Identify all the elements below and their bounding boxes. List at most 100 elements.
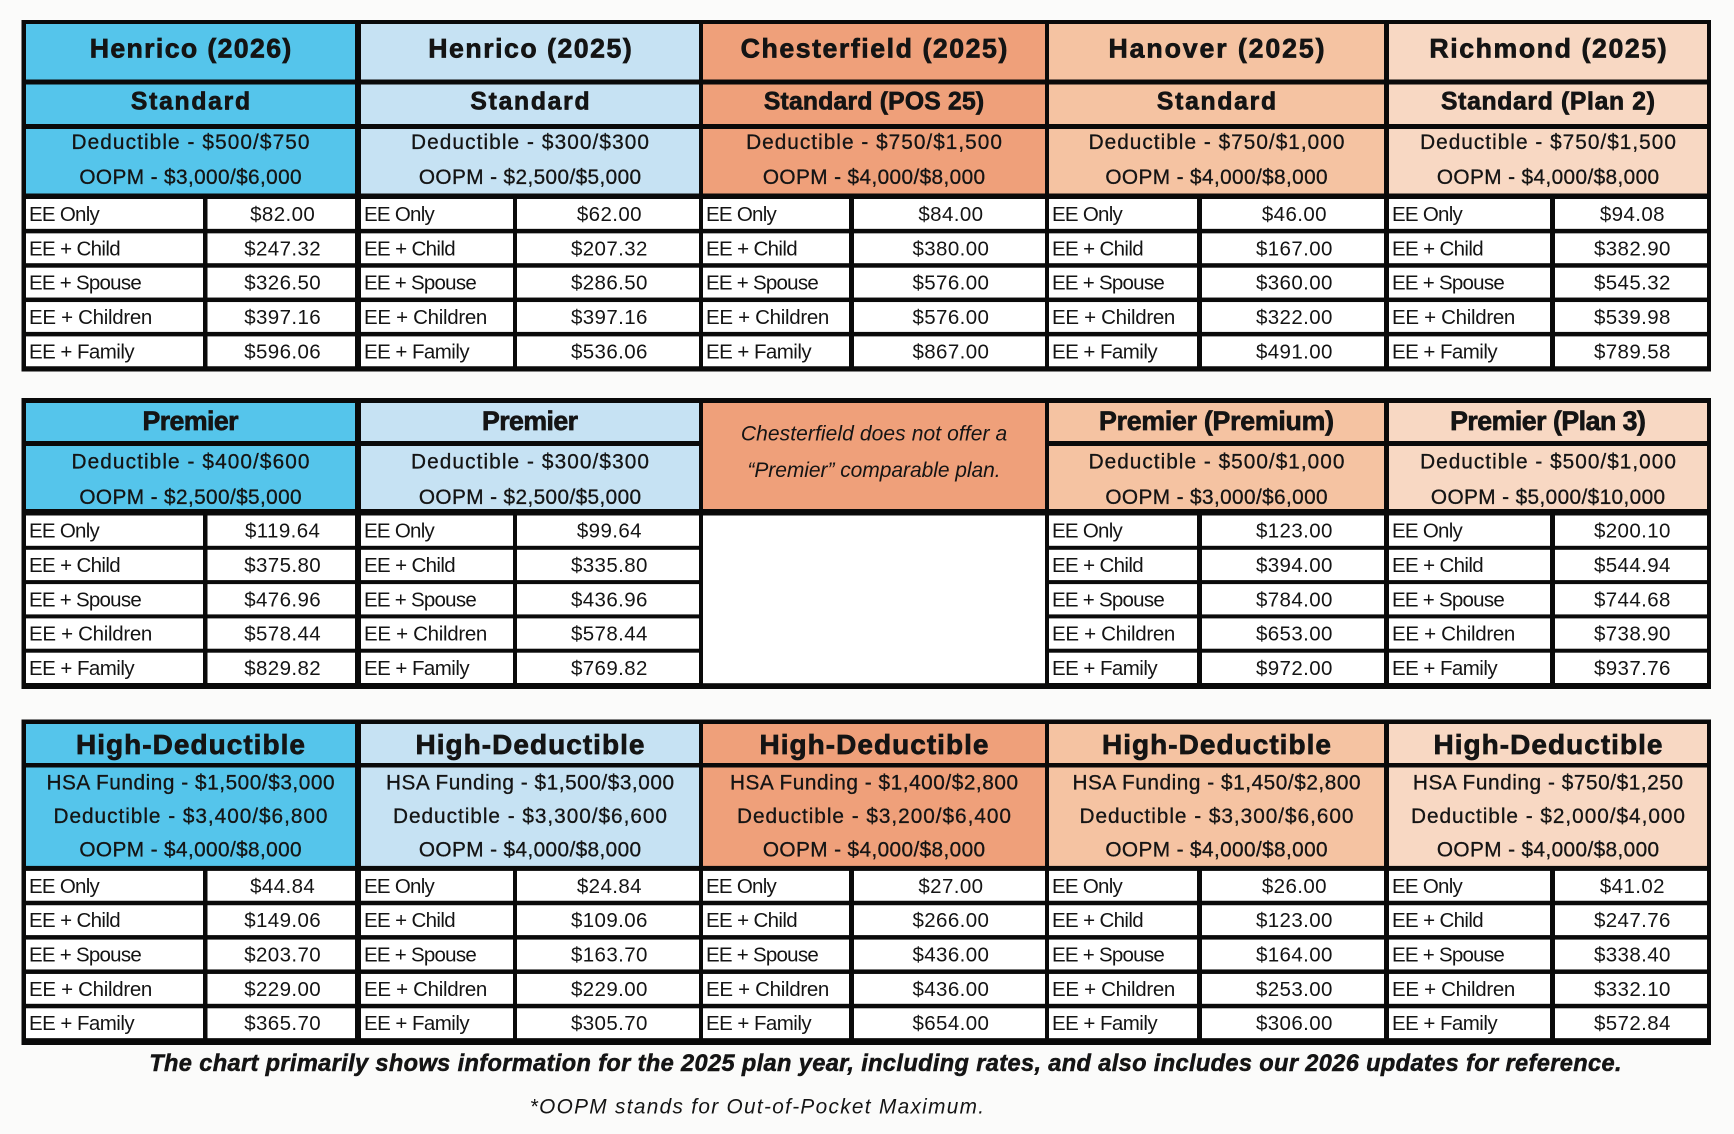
svg-text:$491.00: $491.00	[1256, 340, 1333, 363]
svg-text:$253.00: $253.00	[1256, 978, 1333, 1001]
svg-text:$229.00: $229.00	[571, 978, 648, 1001]
svg-text:Deductible - $3,300/$6,600: Deductible - $3,300/$6,600	[1079, 805, 1354, 828]
svg-text:$375.80: $375.80	[244, 554, 321, 577]
svg-text:$46.00: $46.00	[1262, 203, 1327, 226]
svg-text:$576.00: $576.00	[912, 272, 989, 295]
svg-text:$229.00: $229.00	[244, 978, 321, 1001]
svg-text:HSA Funding - $1,500/$3,000: HSA Funding - $1,500/$3,000	[386, 772, 675, 795]
svg-text:OOPM - $4,000/$8,000: OOPM - $4,000/$8,000	[419, 838, 642, 861]
svg-text:OOPM - $2,500/$5,000: OOPM - $2,500/$5,000	[79, 486, 302, 509]
svg-text:EE + Spouse: EE + Spouse	[29, 272, 141, 295]
svg-text:$207.32: $207.32	[571, 237, 648, 260]
svg-text:EE + Children: EE + Children	[1392, 623, 1515, 646]
svg-text:EE + Family: EE + Family	[364, 340, 470, 363]
svg-text:EE + Spouse: EE + Spouse	[29, 588, 141, 611]
svg-text:EE Only: EE Only	[1392, 520, 1464, 543]
svg-text:Deductible - $500/$750: Deductible - $500/$750	[72, 131, 311, 154]
svg-text:EE Only: EE Only	[1052, 875, 1124, 898]
svg-text:EE + Family: EE + Family	[29, 340, 135, 363]
svg-text:$937.76: $937.76	[1594, 657, 1671, 680]
svg-text:$476.96: $476.96	[244, 588, 321, 611]
svg-text:$382.90: $382.90	[1594, 237, 1671, 260]
svg-text:Deductible - $500/$1,000: Deductible - $500/$1,000	[1089, 451, 1346, 474]
svg-text:$41.02: $41.02	[1600, 875, 1665, 898]
svg-text:$119.64: $119.64	[245, 520, 320, 543]
svg-text:EE + Children: EE + Children	[364, 978, 487, 1001]
svg-text:Deductible - $400/$600: Deductible - $400/$600	[72, 451, 311, 474]
svg-text:EE + Children: EE + Children	[1052, 306, 1175, 329]
svg-text:$545.32: $545.32	[1594, 272, 1671, 295]
svg-text:Deductible - $300/$300: Deductible - $300/$300	[411, 451, 650, 474]
svg-text:$338.40: $338.40	[1594, 944, 1671, 967]
svg-text:High-Deductible: High-Deductible	[76, 729, 306, 760]
svg-text:Deductible - $2,000/$4,000: Deductible - $2,000/$4,000	[1411, 805, 1686, 828]
svg-text:EE + Children: EE + Children	[364, 623, 487, 646]
svg-text:$62.00: $62.00	[577, 203, 642, 226]
svg-text:$653.00: $653.00	[1256, 623, 1333, 646]
svg-text:$332.10: $332.10	[1594, 978, 1671, 1001]
svg-text:$94.08: $94.08	[1600, 203, 1665, 226]
svg-text:EE + Family: EE + Family	[29, 657, 135, 680]
svg-text:Henrico (2025): Henrico (2025)	[428, 34, 633, 64]
svg-text:$867.00: $867.00	[912, 340, 989, 363]
svg-text:Deductible - $3,200/$6,400: Deductible - $3,200/$6,400	[737, 805, 1012, 828]
svg-text:$306.00: $306.00	[1256, 1012, 1333, 1035]
svg-text:EE + Children: EE + Children	[29, 306, 152, 329]
svg-text:$789.58: $789.58	[1594, 340, 1671, 363]
svg-text:$305.70: $305.70	[571, 1012, 648, 1035]
svg-text:EE + Child: EE + Child	[364, 909, 455, 932]
svg-text:$397.16: $397.16	[571, 306, 648, 329]
svg-text:EE + Family: EE + Family	[1052, 657, 1158, 680]
svg-text:OOPM - $4,000/$8,000: OOPM - $4,000/$8,000	[1105, 166, 1328, 189]
svg-text:Premier (Plan 3): Premier (Plan 3)	[1450, 406, 1645, 436]
svg-text:*OOPM stands for Out-of-Pocket: *OOPM stands for Out-of-Pocket Maximum.	[530, 1096, 986, 1119]
svg-text:Premier (Premium): Premier (Premium)	[1099, 406, 1334, 436]
svg-text:$24.84: $24.84	[577, 875, 642, 898]
svg-text:Deductible - $3,400/$6,800: Deductible - $3,400/$6,800	[53, 805, 328, 828]
svg-text:$784.00: $784.00	[1256, 588, 1333, 611]
svg-text:EE + Family: EE + Family	[1052, 1012, 1158, 1035]
svg-text:$84.00: $84.00	[918, 203, 983, 226]
svg-text:EE + Child: EE + Child	[1392, 554, 1483, 577]
svg-text:$200.10: $200.10	[1594, 520, 1671, 543]
svg-text:HSA Funding - $1,400/$2,800: HSA Funding - $1,400/$2,800	[730, 772, 1019, 795]
svg-text:EE + Family: EE + Family	[1392, 1012, 1498, 1035]
svg-text:$572.84: $572.84	[1594, 1012, 1671, 1035]
svg-text:EE + Family: EE + Family	[364, 657, 470, 680]
svg-text:Chesterfield (2025): Chesterfield (2025)	[741, 34, 1009, 64]
svg-text:OOPM - $3,000/$6,000: OOPM - $3,000/$6,000	[79, 166, 302, 189]
svg-text:EE + Children: EE + Children	[1052, 978, 1175, 1001]
svg-text:EE + Child: EE + Child	[29, 237, 120, 260]
svg-text:EE + Children: EE + Children	[1392, 978, 1515, 1001]
svg-text:EE + Children: EE + Children	[1052, 623, 1175, 646]
svg-text:$436.96: $436.96	[571, 588, 648, 611]
svg-text:$335.80: $335.80	[571, 554, 648, 577]
svg-text:OOPM - $4,000/$8,000: OOPM - $4,000/$8,000	[763, 838, 986, 861]
svg-text:$654.00: $654.00	[912, 1012, 989, 1035]
svg-text:$380.00: $380.00	[912, 237, 989, 260]
svg-text:EE + Child: EE + Child	[706, 237, 797, 260]
svg-text:Richmond (2025): Richmond (2025)	[1429, 34, 1668, 64]
svg-text:$544.94: $544.94	[1594, 554, 1671, 577]
svg-text:$972.00: $972.00	[1256, 657, 1333, 680]
svg-text:EE + Family: EE + Family	[1392, 340, 1498, 363]
svg-text:EE + Family: EE + Family	[706, 340, 812, 363]
svg-text:EE + Family: EE + Family	[1392, 657, 1498, 680]
svg-text:Deductible - $750/$1,500: Deductible - $750/$1,500	[1420, 131, 1677, 154]
svg-text:EE Only: EE Only	[364, 203, 436, 226]
svg-text:Chesterfield does not offer a: Chesterfield does not offer a	[741, 423, 1007, 446]
svg-text:EE + Family: EE + Family	[1052, 340, 1158, 363]
svg-text:Deductible - $750/$1,500: Deductible - $750/$1,500	[746, 131, 1003, 154]
svg-text:$326.50: $326.50	[244, 272, 321, 295]
svg-text:EE + Child: EE + Child	[364, 554, 455, 577]
svg-text:EE + Spouse: EE + Spouse	[364, 272, 476, 295]
svg-text:EE + Children: EE + Children	[706, 978, 829, 1001]
svg-text:EE + Child: EE + Child	[1392, 237, 1483, 260]
svg-text:OOPM - $3,000/$6,000: OOPM - $3,000/$6,000	[1105, 486, 1328, 509]
svg-text:Deductible - $750/$1,000: Deductible - $750/$1,000	[1089, 131, 1346, 154]
svg-text:Standard: Standard	[131, 89, 252, 116]
svg-text:$394.00: $394.00	[1256, 554, 1333, 577]
svg-text:Standard: Standard	[470, 89, 591, 116]
svg-text:$769.82: $769.82	[571, 657, 648, 680]
svg-text:Deductible - $300/$300: Deductible - $300/$300	[411, 131, 650, 154]
